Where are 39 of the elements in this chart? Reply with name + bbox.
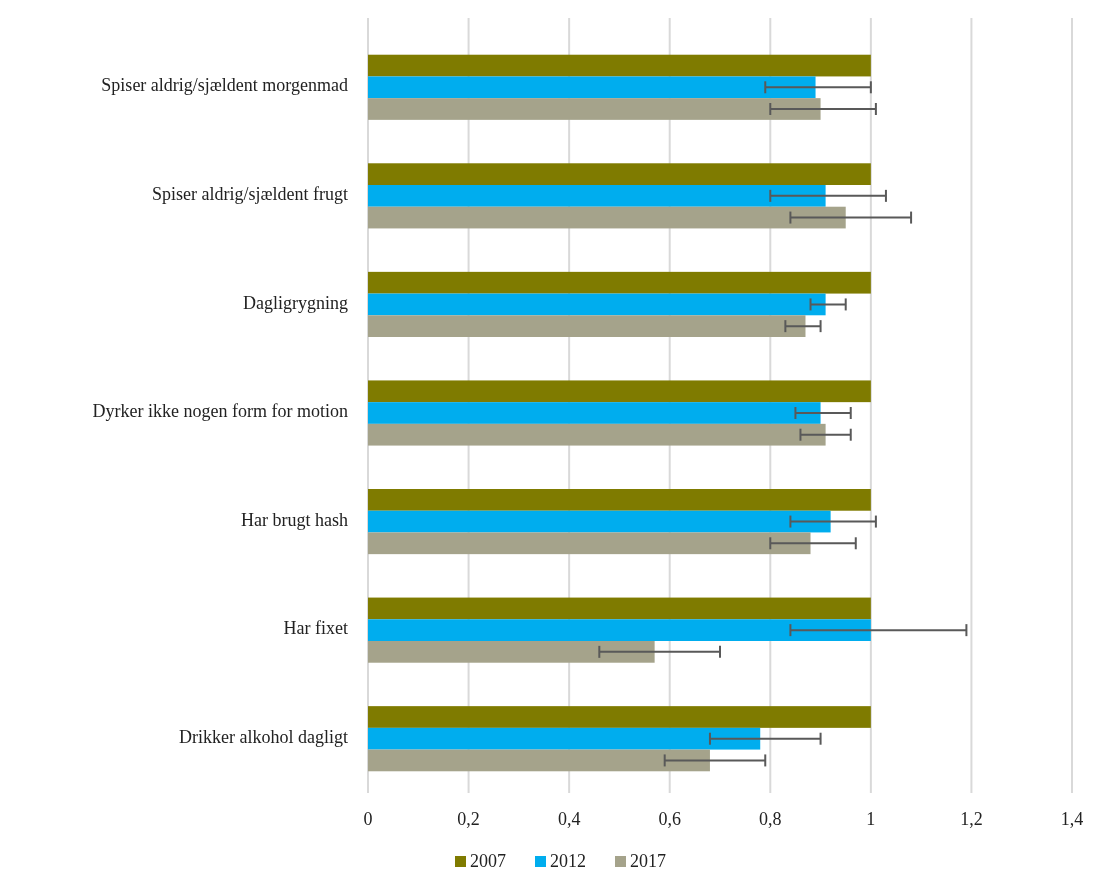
bar bbox=[368, 402, 821, 424]
bar bbox=[368, 423, 826, 446]
bar bbox=[368, 271, 871, 294]
bar bbox=[368, 98, 821, 120]
y-tick-label: Spiser aldrig/sjældent morgenmad bbox=[101, 75, 348, 96]
x-tick-label: 0,2 bbox=[457, 809, 480, 829]
y-tick-label: Spiser aldrig/sjældent frugt bbox=[152, 183, 348, 204]
bar bbox=[368, 510, 831, 533]
bar bbox=[368, 76, 816, 99]
x-tick-label: 0,6 bbox=[658, 809, 681, 829]
y-tick-label: Har brugt hash bbox=[241, 509, 348, 530]
y-tick-label: Har fixet bbox=[283, 618, 348, 639]
legend-label: 2012 bbox=[550, 851, 586, 871]
bar bbox=[368, 619, 871, 641]
bar bbox=[368, 206, 846, 229]
bar bbox=[368, 706, 871, 728]
legend-label: 2007 bbox=[470, 851, 506, 871]
bar bbox=[368, 293, 826, 316]
bar bbox=[368, 727, 761, 750]
bar bbox=[368, 185, 826, 207]
bar bbox=[368, 641, 655, 663]
x-tick-label: 1,4 bbox=[1060, 809, 1084, 829]
bar bbox=[368, 489, 871, 511]
x-tick-label: 0,4 bbox=[557, 809, 581, 829]
bar bbox=[368, 532, 811, 555]
x-tick-label: 1 bbox=[866, 809, 876, 829]
legend-label: 2017 bbox=[630, 851, 666, 871]
bar bbox=[368, 749, 710, 772]
y-tick-label: Drikker alkohol dagligt bbox=[179, 726, 348, 747]
x-tick-label: 0 bbox=[363, 809, 373, 829]
y-tick-label: Dyrker ikke nogen form for motion bbox=[92, 401, 348, 422]
y-tick-label: Dagligrygning bbox=[243, 292, 348, 313]
x-tick-label: 1,2 bbox=[960, 809, 983, 829]
bar bbox=[368, 54, 871, 77]
x-tick-label: 0,8 bbox=[759, 809, 782, 829]
bar bbox=[368, 163, 871, 185]
bar bbox=[368, 380, 871, 403]
bar bbox=[368, 597, 871, 620]
bar bbox=[368, 315, 806, 337]
